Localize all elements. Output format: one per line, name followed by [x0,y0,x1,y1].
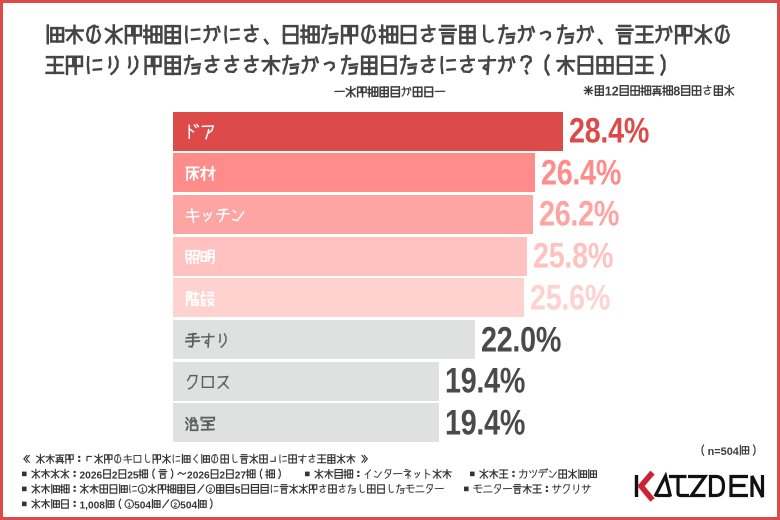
svg-text:2026: 2026 [187,470,210,481]
svg-text:1,008: 1,008 [80,500,106,511]
svg-text:2: 2 [219,470,225,481]
svg-text:n=504: n=504 [708,446,739,458]
svg-text:2: 2 [174,503,178,509]
svg-text:27: 27 [235,470,247,481]
svg-text:5: 5 [235,485,241,496]
svg-text:1: 1 [141,488,145,494]
svg-text:504: 504 [180,500,197,511]
svg-text:8: 8 [673,85,680,99]
svg-text:2: 2 [209,488,213,494]
svg-text:25: 25 [127,470,139,481]
svg-text:12: 12 [605,85,619,99]
svg-text:1: 1 [128,503,132,509]
svg-text:2026: 2026 [80,470,103,481]
svg-text:2: 2 [112,470,118,481]
svg-text:504: 504 [134,500,151,511]
